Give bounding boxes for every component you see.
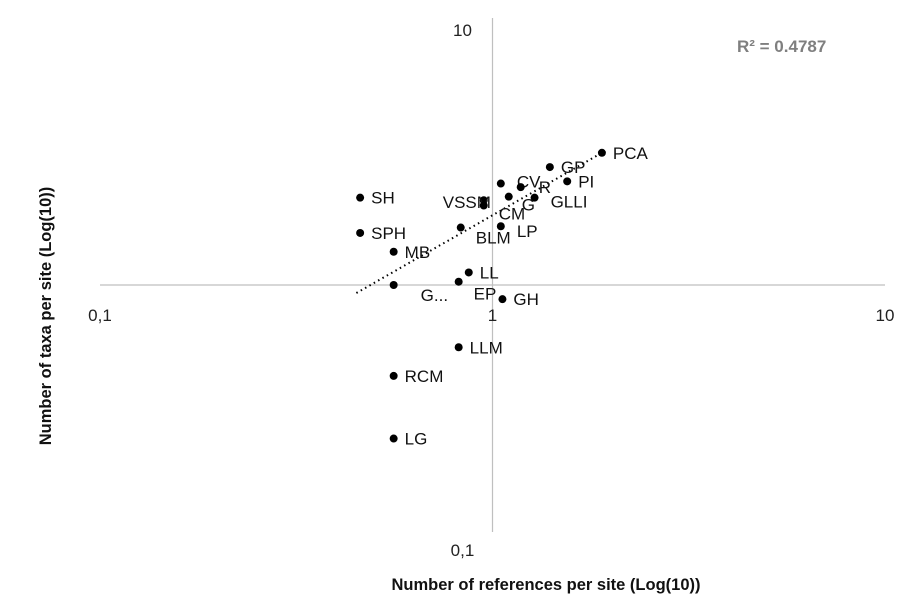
data-point	[498, 295, 507, 304]
data-point-label: SH	[371, 189, 395, 208]
data-point	[479, 201, 488, 210]
data-point-label: PI	[578, 172, 594, 191]
trendline	[355, 151, 603, 294]
x-tick-label: 0,1	[88, 306, 112, 325]
data-point	[454, 343, 463, 352]
data-point	[389, 281, 398, 289]
y-tick-label: 0,1	[451, 541, 475, 560]
data-point	[597, 148, 606, 157]
data-point	[456, 223, 465, 232]
data-point-label: PCA	[613, 144, 649, 163]
data-point-label: GH	[513, 290, 539, 309]
data-point-label: G	[522, 196, 535, 215]
x-tick-label: 10	[876, 306, 895, 325]
data-point-label: GLLI	[551, 193, 588, 212]
data-point-label: BLM	[476, 229, 511, 248]
data-point	[356, 193, 365, 202]
data-points: PCAGPPICVRGLLIGVSSMCMSHLPBLMSPHMBLLEPG..…	[356, 144, 649, 449]
data-point	[389, 247, 398, 256]
data-point-label: LP	[517, 222, 538, 241]
data-point	[356, 228, 365, 237]
data-point	[504, 192, 513, 201]
data-point-label: EP	[474, 285, 497, 304]
data-point-label: LLM	[470, 338, 503, 357]
data-point	[464, 268, 473, 277]
data-point	[516, 183, 525, 192]
data-point	[545, 163, 554, 172]
data-point	[563, 177, 572, 186]
data-point-label: LG	[405, 430, 428, 449]
data-point-label: LL	[480, 263, 499, 282]
data-point	[496, 179, 505, 188]
data-point-label: R	[539, 178, 551, 197]
y-tick-label: 10	[453, 21, 472, 40]
data-point-label: VSSM	[443, 193, 491, 212]
y-axis-title: Number of taxa per site (Log(10))	[37, 187, 55, 446]
r-squared-label: R² = 0.4787	[737, 37, 826, 56]
x-axis-title: Number of references per site (Log(10))	[392, 576, 701, 594]
data-point-label: GP	[561, 158, 586, 177]
x-tick-label: 1	[488, 306, 497, 325]
data-point	[454, 277, 463, 286]
data-point	[389, 371, 398, 380]
data-point	[389, 434, 398, 443]
data-point-label: G...	[421, 286, 448, 305]
data-point-label: CM	[499, 205, 525, 224]
data-point-label: SPH	[371, 224, 406, 243]
data-point	[530, 193, 539, 202]
data-point-label: RCM	[405, 367, 444, 386]
data-point	[496, 222, 505, 231]
data-point-label: MB	[405, 243, 431, 262]
